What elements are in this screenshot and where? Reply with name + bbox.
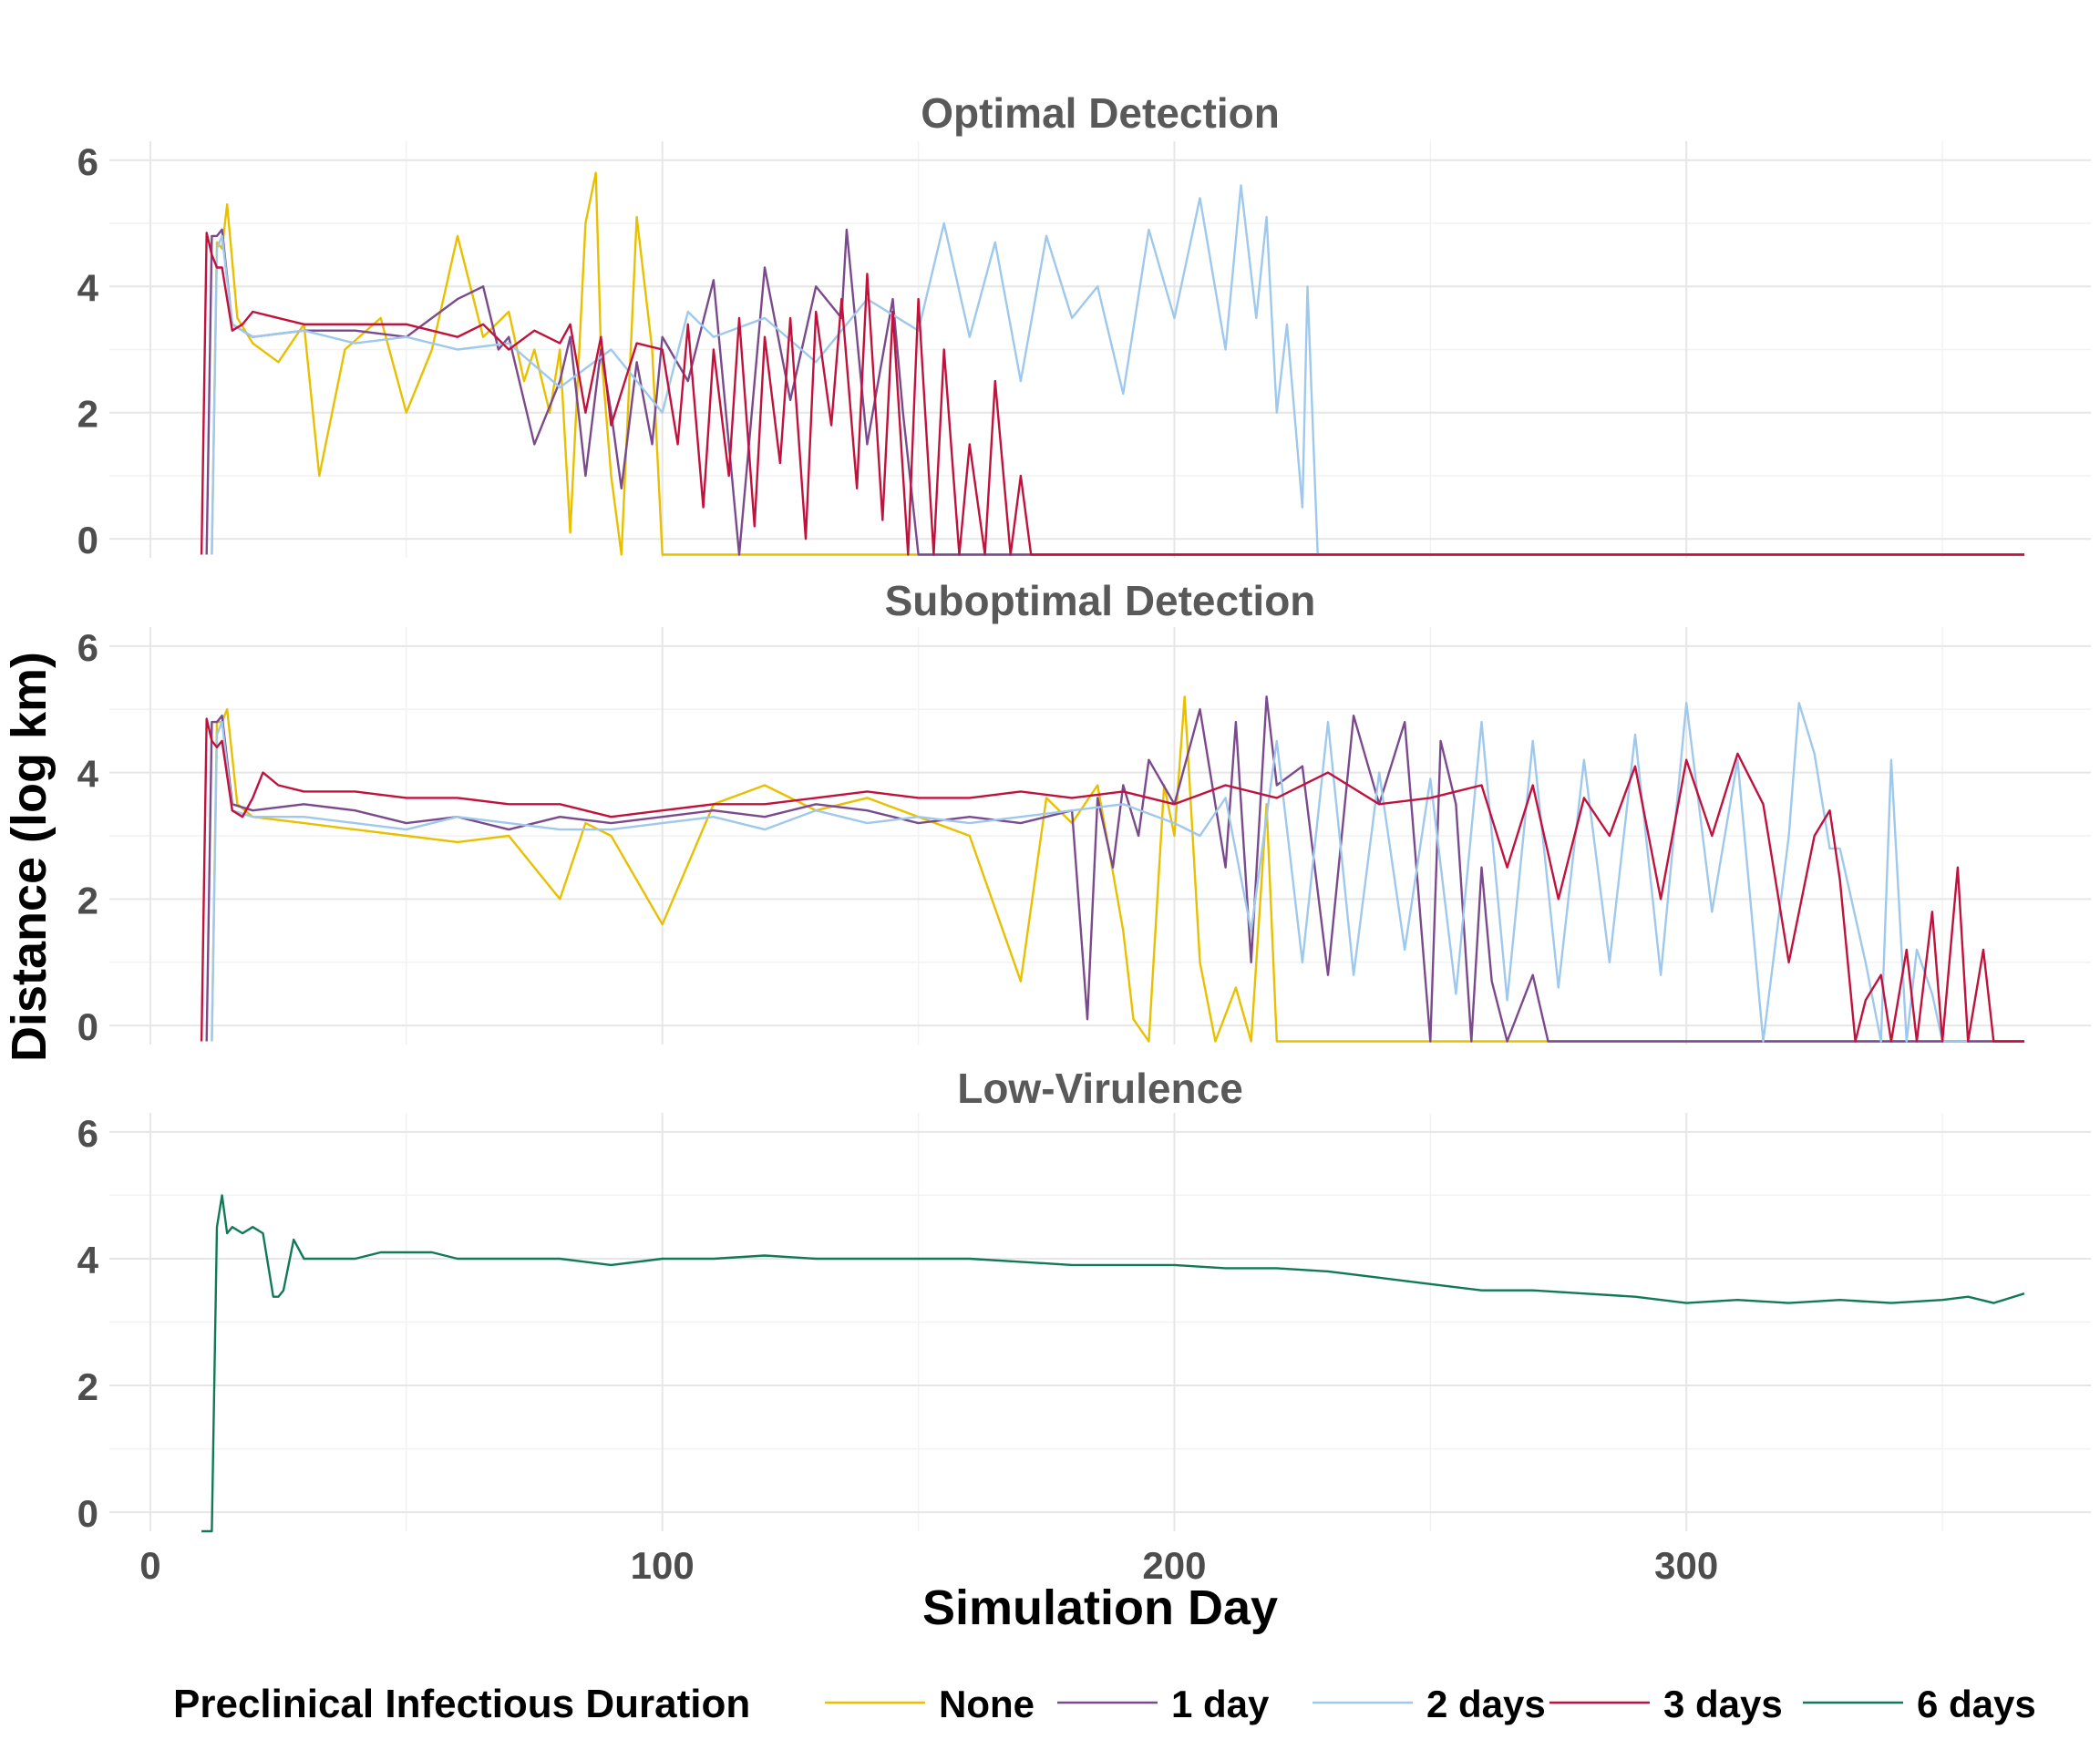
legend-label: 1 day (1171, 1683, 1270, 1725)
panel-3: 0 2 4 6 Low-Virulence (77, 1065, 2091, 1535)
y-tick-label: 4 (77, 266, 99, 309)
x-tick-label: 200 (1142, 1544, 1206, 1587)
series-line-none (211, 171, 2024, 556)
panel-1: 0 2 4 6 Optimal Detection (77, 89, 2091, 561)
y-tick-label: 6 (77, 626, 98, 669)
y-tick-label: 0 (77, 1005, 98, 1048)
y-tick-label: 0 (77, 519, 98, 561)
y-tick-label: 4 (77, 753, 99, 796)
series-line-2-days (211, 184, 2024, 556)
y-tick-label: 2 (77, 879, 98, 921)
series-line-2-days (211, 702, 1969, 1043)
series-line-none (211, 695, 2024, 1043)
x-axis: 0 100 200 300 (139, 1544, 1718, 1587)
panel-title: Suboptimal Detection (885, 577, 1316, 624)
y-axis-label: Distance (log km) (2, 652, 57, 1062)
series-line-1-day (205, 228, 2024, 556)
series-line-6-days (201, 1194, 2025, 1533)
legend-label: 6 days (1917, 1683, 2036, 1725)
legend-title: Preclinical Infectious Duration (173, 1682, 750, 1726)
y-tick-label: 0 (77, 1492, 98, 1535)
x-tick-label: 0 (139, 1544, 160, 1587)
y-tick-label: 6 (77, 140, 98, 183)
series-line-3-days (200, 232, 2024, 556)
legend-label: 3 days (1663, 1683, 1783, 1725)
panel-title: Low-Virulence (957, 1065, 1243, 1112)
panel-2: 0 2 4 6 Suboptimal Detection (77, 577, 2091, 1048)
chart-panels: 0 2 4 6 Optimal Detection 0 2 4 6 Suboptimal Dete… (77, 89, 2091, 1535)
panel-title: Optimal Detection (921, 89, 1280, 137)
y-tick-label: 4 (77, 1239, 99, 1282)
legend-label: 2 days (1426, 1683, 1546, 1725)
x-tick-label: 300 (1654, 1544, 1718, 1587)
series-line-3-days (200, 717, 2024, 1043)
y-tick-label: 6 (77, 1112, 98, 1155)
y-tick-label: 2 (77, 393, 98, 436)
legend-label: None (939, 1683, 1035, 1725)
y-tick-label: 2 (77, 1365, 98, 1408)
series-line-1-day (205, 695, 2024, 1043)
x-axis-label: Simulation Day (922, 1580, 1278, 1635)
legend: Preclinical Infectious Duration None 1 da… (173, 1682, 2036, 1726)
x-tick-label: 100 (631, 1544, 695, 1587)
